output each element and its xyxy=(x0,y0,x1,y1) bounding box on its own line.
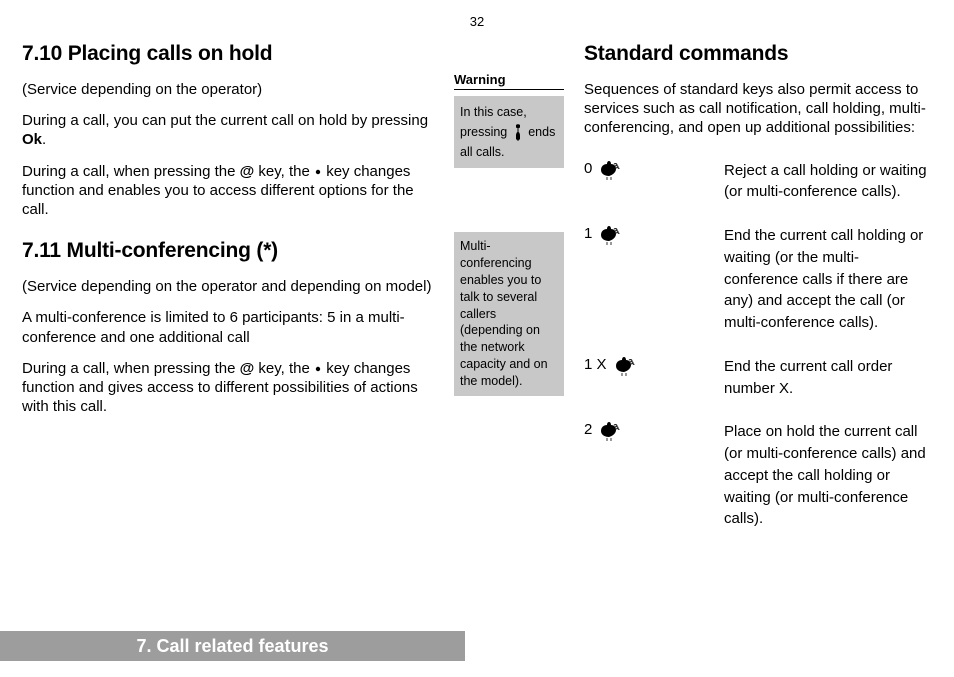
key-digit: 0 xyxy=(584,160,592,177)
standard-commands-intro: Sequences of standard keys also permit a… xyxy=(584,80,932,138)
sec-7-10-p3: During a call, when pressing the @ key, … xyxy=(22,162,442,220)
command-row: 2 Place on hold the current call (or mul… xyxy=(584,421,932,530)
text-fragment: During a call, when pressing the xyxy=(22,360,240,377)
two-column-layout: 7.10 Placing calls on hold (Service depe… xyxy=(22,22,932,582)
text-fragment: During a call, when pressing the xyxy=(22,163,240,180)
multiconf-note-box: Multi-conferencing enables you to talk t… xyxy=(454,232,564,396)
sec-7-11-p1: (Service depending on the operator and d… xyxy=(22,277,442,296)
command-key: 1 xyxy=(584,225,724,334)
send-key-icon xyxy=(598,158,620,180)
warning-line1: In this case, xyxy=(460,102,558,122)
text-fragment: key, the xyxy=(254,163,314,180)
sec-7-10-p1: (Service depending on the operator) xyxy=(22,80,442,99)
command-key: 2 xyxy=(584,421,724,530)
phone-handset-icon xyxy=(511,124,525,141)
send-key-icon xyxy=(598,223,620,245)
warning-box: In this case, pressing ends all calls. xyxy=(454,96,564,168)
left-side-notes: Warning In this case, pressing ends all … xyxy=(454,22,564,582)
right-column: Standard commands Sequences of standard … xyxy=(584,22,932,582)
command-row: 0 Reject a call holding or waiting (or m… xyxy=(584,160,932,204)
command-key: 1 X xyxy=(584,356,724,400)
sec-7-11-p2: A multi-conference is limited to 6 parti… xyxy=(22,308,442,346)
left-column: 7.10 Placing calls on hold (Service depe… xyxy=(22,22,564,582)
command-desc: End the current call holding or waiting … xyxy=(724,225,932,334)
key-digit: 1 xyxy=(584,225,592,242)
command-key: 0 xyxy=(584,160,724,204)
text-fragment: key, the xyxy=(254,360,314,377)
left-main-text: 7.10 Placing calls on hold (Service depe… xyxy=(22,22,442,582)
command-desc: Place on hold the current call (or multi… xyxy=(724,421,932,530)
text-fragment: ends xyxy=(525,125,556,139)
command-desc: Reject a call holding or waiting (or mul… xyxy=(724,160,932,204)
warning-line2: pressing ends xyxy=(460,122,558,142)
text-fragment: During a call, you can put the current c… xyxy=(22,112,428,129)
command-row: 1 X End the current call order number X. xyxy=(584,356,932,400)
chapter-footer-bar: 7. Call related features xyxy=(0,631,465,661)
sec-7-10-p2: During a call, you can put the current c… xyxy=(22,111,442,149)
dot-key-icon xyxy=(314,365,322,373)
standard-commands-title: Standard commands xyxy=(584,42,932,66)
command-row: 1 End the current call holding or waitin… xyxy=(584,225,932,334)
section-7-11-title: 7.11 Multi-conferencing (*) xyxy=(22,239,442,263)
command-list: 0 Reject a call holding or waiting (or m… xyxy=(584,160,932,531)
manual-page: 32 7.10 Placing calls on hold (Service d… xyxy=(0,0,954,677)
sec-7-11-p3: During a call, when pressing the @ key, … xyxy=(22,359,442,417)
send-key-icon xyxy=(613,354,635,376)
text-fragment: pressing xyxy=(460,125,511,139)
command-desc: End the current call order number X. xyxy=(724,356,932,400)
warning-line3: all calls. xyxy=(460,142,558,162)
ok-key-label: Ok xyxy=(22,131,42,148)
warning-label: Warning xyxy=(454,72,564,90)
section-7-10-title: 7.10 Placing calls on hold xyxy=(22,42,442,66)
at-key-label: @ xyxy=(240,360,255,377)
at-key-label: @ xyxy=(240,163,255,180)
key-digit: 2 xyxy=(584,421,592,438)
dot-key-icon xyxy=(314,168,322,176)
send-key-icon xyxy=(598,419,620,441)
text-fragment: . xyxy=(42,131,46,148)
key-digit: 1 X xyxy=(584,356,607,373)
chapter-title: 7. Call related features xyxy=(136,636,328,657)
